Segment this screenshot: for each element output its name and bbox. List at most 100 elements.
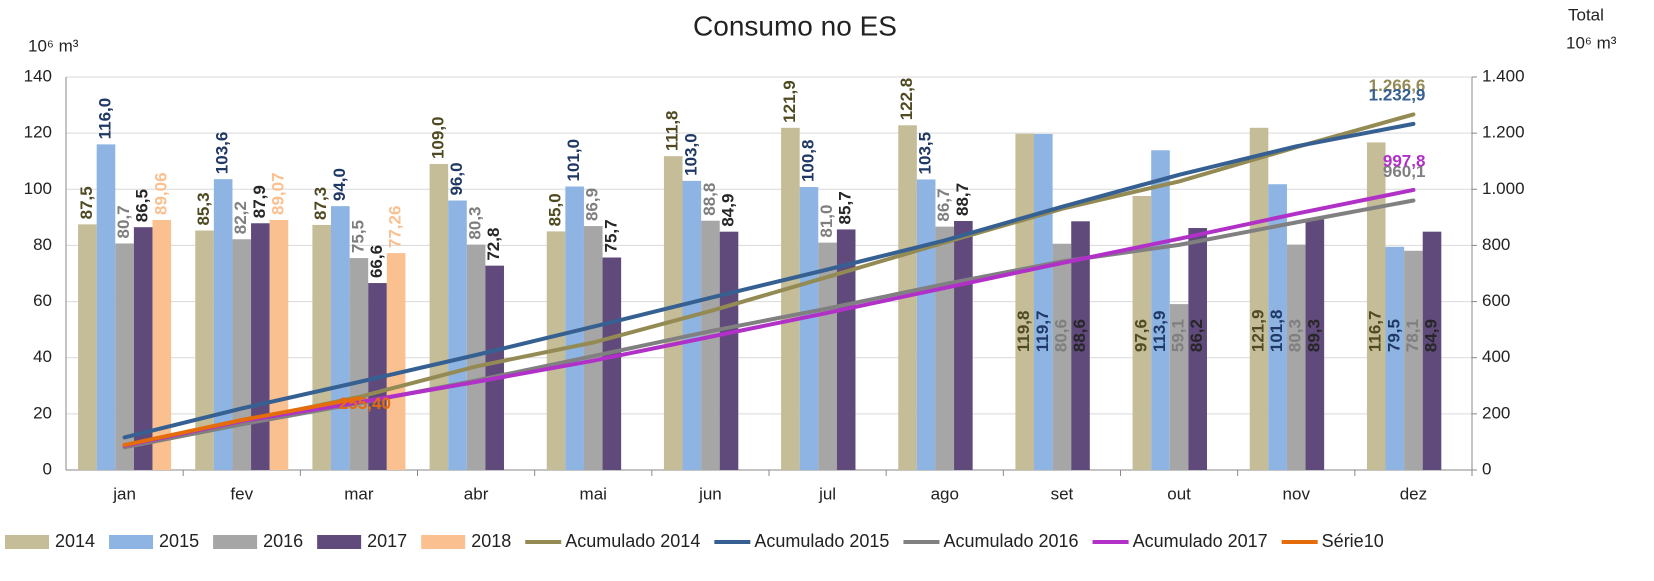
bar: [1015, 133, 1035, 470]
bar: [349, 258, 369, 470]
bar: [1268, 184, 1287, 471]
bar: [251, 223, 270, 470]
bar: [583, 226, 603, 470]
data-label: 89,3: [1304, 319, 1323, 352]
y-tick-label: 120: [24, 123, 52, 142]
data-label: 85,3: [194, 192, 213, 225]
data-label: 97,6: [1131, 319, 1150, 352]
bar: [1385, 246, 1405, 470]
x-tick-label: nov: [1283, 484, 1311, 503]
data-label: 87,9: [250, 185, 269, 218]
bar: [312, 224, 332, 470]
y-tick-label: 140: [24, 66, 52, 85]
data-label: 121,9: [1249, 310, 1268, 353]
data-label: 59,1: [1169, 319, 1188, 352]
data-label: 87,3: [311, 187, 330, 220]
bar: [836, 229, 856, 470]
x-tick-label: jun: [698, 484, 722, 503]
x-tick-label: set: [1051, 484, 1074, 503]
line: [122, 121, 1416, 440]
bar: [448, 200, 467, 470]
bar: [1132, 196, 1152, 470]
data-label: 82,2: [231, 201, 250, 234]
bar: [152, 219, 172, 470]
y2-tick-label: 200: [1482, 403, 1510, 422]
y2-tick-label: 600: [1482, 291, 1510, 310]
data-label: 94,0: [330, 168, 349, 201]
bar: [269, 219, 289, 470]
legend-label: Acumulado 2016: [943, 531, 1078, 551]
chart-title: Consumo no ES: [693, 10, 897, 41]
bar: [213, 179, 233, 470]
bar: [1286, 244, 1306, 470]
bar: [115, 243, 134, 470]
x-tick-label: fev: [230, 484, 253, 503]
data-label: 109,0: [428, 116, 447, 159]
x-tick-label: out: [1167, 484, 1191, 503]
data-label: 80,3: [466, 206, 485, 239]
bar: [466, 244, 486, 470]
bar: [195, 230, 214, 470]
bar: [1249, 127, 1269, 470]
bar: [1052, 243, 1072, 470]
bar: [133, 227, 153, 470]
data-label: 116,0: [95, 98, 114, 140]
data-label: 80,6: [1051, 319, 1070, 352]
data-label: 101,8: [1267, 310, 1286, 353]
data-label: 84,9: [719, 194, 738, 227]
data-label: 121,9: [780, 80, 799, 123]
x-tick-label: jan: [112, 484, 136, 503]
line: [122, 187, 1416, 448]
legend-label: 2014: [55, 531, 95, 551]
bar: [818, 242, 837, 470]
bar: [429, 164, 449, 470]
data-label: 84,9: [1422, 319, 1441, 352]
y-tick-label: 20: [33, 403, 52, 422]
bar: [916, 179, 936, 471]
data-label: 100,8: [798, 139, 817, 182]
data-label: 103,6: [213, 132, 232, 175]
data-label: 111,8: [663, 110, 682, 151]
y2-axis-label: 10⁶ m³: [1566, 33, 1617, 52]
bar: [1404, 250, 1423, 470]
data-label: 1.266,6: [1369, 76, 1426, 95]
bar: [719, 231, 739, 470]
data-label: 75,5: [348, 220, 367, 253]
data-label: 86,9: [583, 188, 602, 221]
data-label: 89,06: [151, 172, 170, 215]
legend-swatch: [5, 535, 49, 549]
data-label: 85,7: [836, 191, 855, 224]
data-label: 78,1: [1403, 319, 1422, 352]
bar: [1188, 228, 1207, 470]
data-label: 89,07: [268, 172, 287, 215]
x-tick-label: ago: [931, 484, 959, 503]
data-label: 80,3: [1286, 319, 1305, 352]
bar: [1422, 231, 1442, 470]
data-label: 101,0: [564, 139, 583, 182]
y2-tick-label: 1.200: [1482, 123, 1525, 142]
y-tick-label: 60: [33, 291, 52, 310]
bar: [663, 156, 683, 470]
data-label: 122,8: [897, 78, 916, 121]
data-label: 75,7: [601, 219, 620, 252]
legend-label: Acumulado 2017: [1133, 531, 1268, 551]
x-tick-label: jul: [818, 484, 836, 503]
data-label: 255,40: [339, 394, 391, 413]
data-label: 1.232,9: [1369, 85, 1426, 104]
legend-swatch: [213, 535, 258, 549]
y2-tick-label: 1.000: [1482, 179, 1525, 198]
legend-label: Série10: [1322, 531, 1384, 551]
bar: [331, 206, 350, 470]
data-label: 88,6: [1070, 319, 1089, 352]
legend-label: Acumulado 2014: [565, 531, 700, 551]
line: [122, 396, 361, 447]
bar: [485, 265, 504, 470]
y-tick-label: 0: [43, 459, 52, 478]
bar: [565, 186, 584, 470]
bar: [78, 224, 97, 470]
y-tick-label: 100: [24, 179, 52, 198]
data-label: 66,6: [367, 245, 386, 278]
legend-label: Acumulado 2015: [754, 531, 889, 551]
bar: [935, 226, 955, 470]
